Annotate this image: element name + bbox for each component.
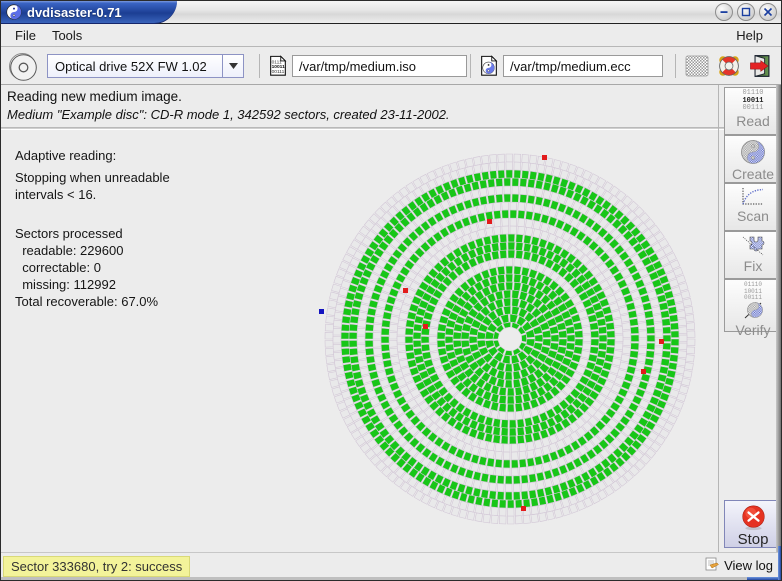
svg-text:00111: 00111 [272, 69, 285, 75]
